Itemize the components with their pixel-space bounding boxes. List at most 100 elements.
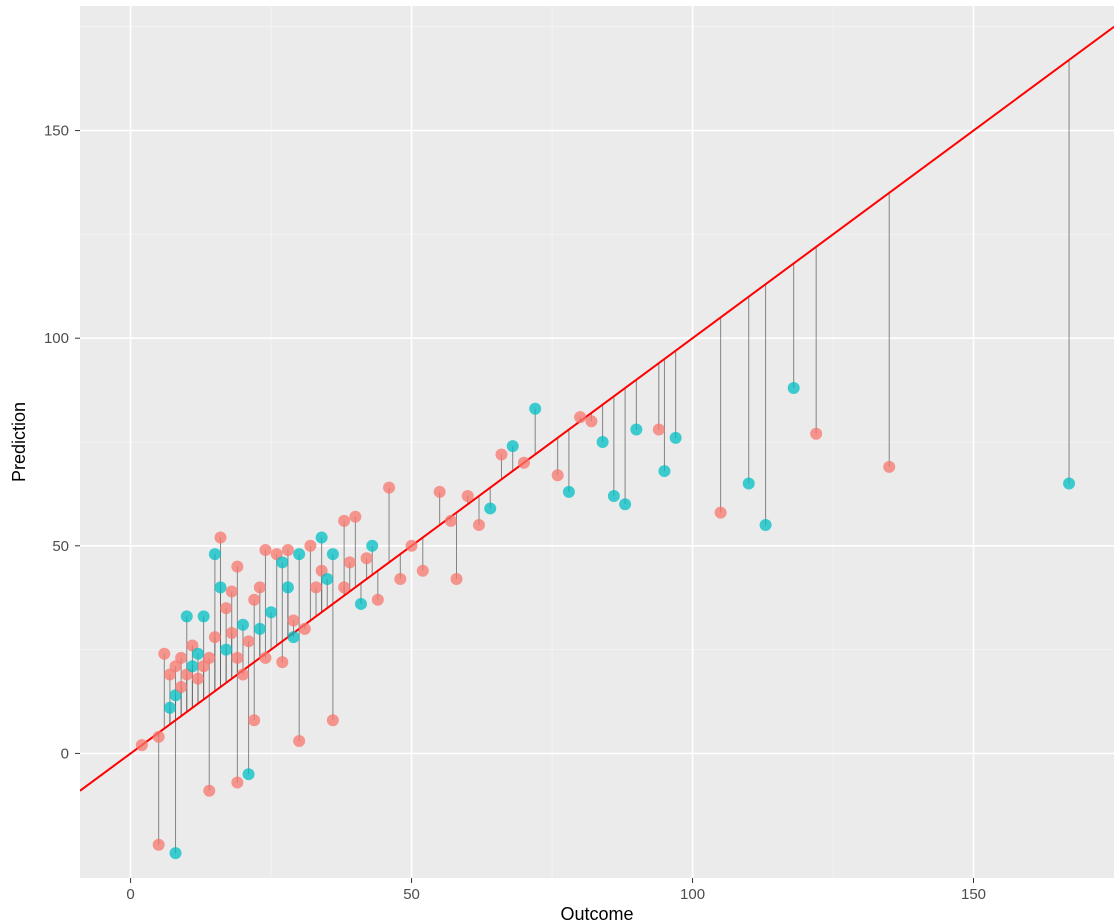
data-point [361,552,373,564]
data-point [282,544,294,556]
data-point [658,465,670,477]
data-point [310,581,322,593]
data-point [192,648,204,660]
data-point [383,482,395,494]
data-point [355,598,367,610]
data-point [445,515,457,527]
data-point [760,519,772,531]
data-point [597,436,609,448]
data-point [203,652,215,664]
data-point [366,540,378,552]
data-point [406,540,418,552]
data-point [293,548,305,560]
data-point [417,565,429,577]
data-point [462,490,474,502]
data-point [518,457,530,469]
data-point [259,544,271,556]
data-point [254,581,266,593]
data-point [394,573,406,585]
data-point [434,486,446,498]
data-point [484,502,496,514]
data-point [293,735,305,747]
data-point [226,627,238,639]
y-axis-label: Prediction [9,402,29,482]
data-point [254,623,266,635]
data-point [237,619,249,631]
data-point [265,606,277,618]
x-axis-label: Outcome [560,904,633,923]
data-point [552,469,564,481]
y-tick-label: 150 [44,123,69,140]
data-point [349,511,361,523]
data-point [338,515,350,527]
data-point [158,648,170,660]
data-point [243,635,255,647]
x-tick-label: 100 [680,886,705,903]
data-point [529,403,541,415]
x-tick-label: 50 [403,886,420,903]
y-tick-label: 100 [44,330,69,347]
data-point [321,573,333,585]
data-point [451,573,463,585]
data-point [653,424,665,436]
data-point [810,428,822,440]
data-point [220,644,232,656]
data-point [299,623,311,635]
data-point [619,498,631,510]
data-point [186,660,198,672]
data-point [788,382,800,394]
data-point [153,731,165,743]
data-point [288,631,300,643]
data-point [715,507,727,519]
data-point [192,673,204,685]
data-point [327,714,339,726]
data-point [276,556,288,568]
data-point [214,532,226,544]
data-point [743,478,755,490]
data-point [338,581,350,593]
data-point [372,594,384,606]
data-point [563,486,575,498]
data-point [1063,478,1075,490]
data-point [316,532,328,544]
data-point [585,415,597,427]
data-point [170,847,182,859]
data-point [630,424,642,436]
data-point [574,411,586,423]
data-point [670,432,682,444]
data-point [203,785,215,797]
data-point [327,548,339,560]
scatter-chart: 0 50 100 150 0 50 100 150 Outcome Prediction [0,0,1120,923]
data-point [153,839,165,851]
data-point [209,631,221,643]
data-point [231,561,243,573]
data-point [209,548,221,560]
data-point [608,490,620,502]
data-point [136,739,148,751]
data-point [181,610,193,622]
data-point [198,610,210,622]
x-tick-label: 150 [961,886,986,903]
y-tick-label: 0 [61,745,69,762]
data-point [226,585,238,597]
data-point [288,615,300,627]
data-point [344,556,356,568]
data-point [282,581,294,593]
x-tick-label: 0 [126,886,134,903]
data-point [248,714,260,726]
chart-container: 0 50 100 150 0 50 100 150 Outcome Prediction [0,0,1120,923]
data-point [231,652,243,664]
data-point [259,652,271,664]
data-point [220,602,232,614]
data-point [164,702,176,714]
data-point [175,681,187,693]
data-point [507,440,519,452]
data-point [248,594,260,606]
data-point [276,656,288,668]
data-point [231,776,243,788]
data-point [237,669,249,681]
y-tick-label: 50 [52,538,69,555]
data-point [243,768,255,780]
data-point [883,461,895,473]
data-point [304,540,316,552]
